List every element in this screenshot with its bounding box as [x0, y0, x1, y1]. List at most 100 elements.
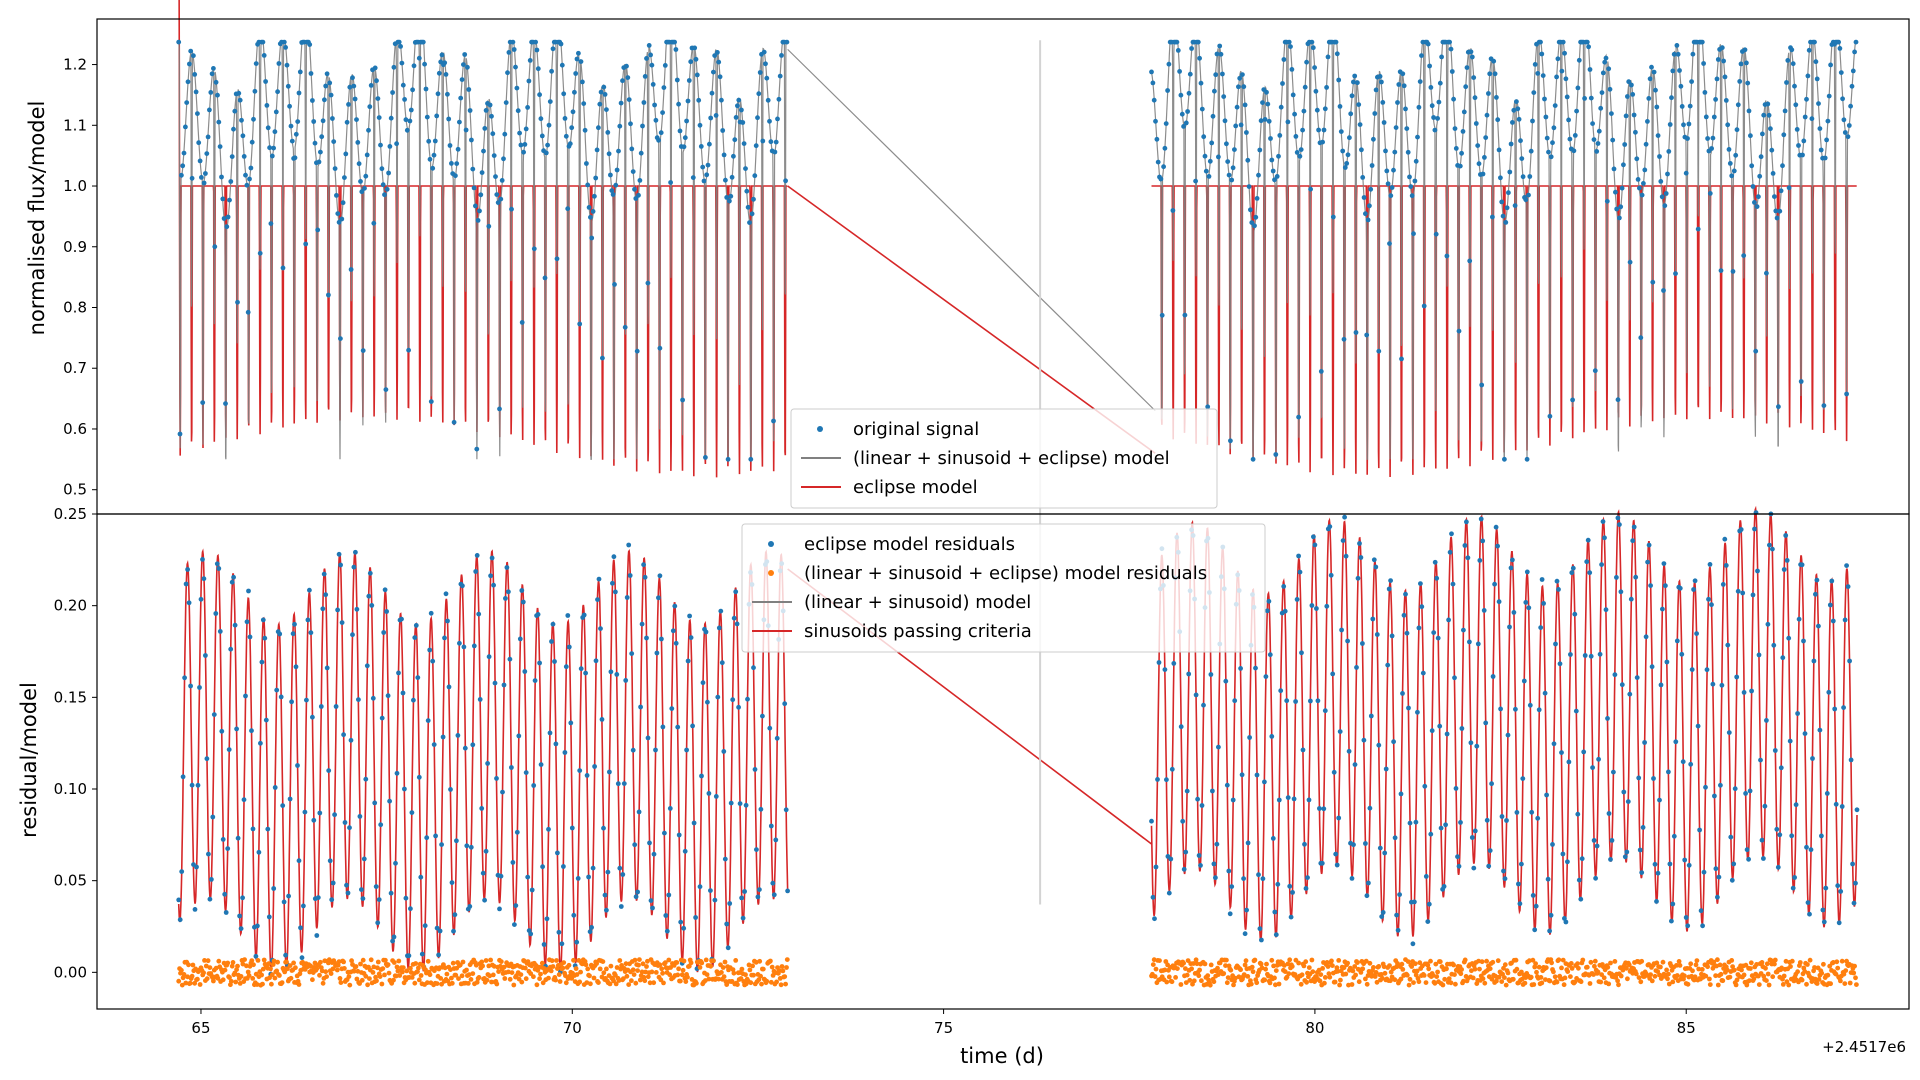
eclipse-residual-point	[1683, 915, 1689, 920]
original-signal-point	[188, 48, 194, 54]
original-signal-point	[1179, 111, 1185, 117]
full-residual-point	[1332, 979, 1338, 985]
eclipse-residual-point	[783, 807, 789, 813]
full-residual-point	[1727, 974, 1733, 980]
original-signal-point	[241, 154, 247, 159]
full-residual-point	[1748, 960, 1754, 966]
eclipse-residual-point	[1201, 702, 1206, 708]
original-signal-point	[350, 75, 355, 81]
original-signal-point	[491, 153, 497, 159]
eclipse-residual-point	[1244, 907, 1249, 913]
eclipse-residual-point	[189, 782, 195, 788]
original-signal-point	[184, 100, 190, 105]
eclipse-residual-point	[719, 660, 725, 666]
original-signal-point	[1432, 127, 1438, 133]
full-residual-point	[314, 966, 320, 972]
full-residual-point	[1404, 972, 1410, 978]
eclipse-residual-point	[1227, 911, 1233, 917]
eclipse-residual-point	[1449, 531, 1454, 537]
eclipse-residual-point	[200, 557, 205, 562]
eclipse-residual-point	[446, 684, 452, 690]
eclipse-residual-point	[1835, 883, 1841, 889]
original-signal-point	[685, 98, 691, 104]
full-residual-point	[225, 960, 231, 966]
eclipse-residual-point	[440, 734, 446, 740]
eclipse-residual-point	[1520, 776, 1526, 781]
original-signal-point	[625, 75, 631, 80]
original-signal-point	[1683, 170, 1689, 176]
full-residual-point	[1276, 981, 1282, 987]
full-residual-point	[427, 972, 433, 978]
full-residual-point	[746, 962, 752, 968]
original-signal-point	[1298, 147, 1304, 153]
full-residual-point	[1789, 958, 1795, 964]
original-signal-point	[1746, 108, 1752, 114]
eclipse-residual-point	[1269, 734, 1275, 739]
full-residual-point	[1416, 979, 1422, 985]
original-signal-point	[1265, 101, 1271, 107]
original-signal-point	[1594, 149, 1600, 154]
original-signal-point	[1264, 89, 1269, 95]
eclipse-residual-point	[1566, 759, 1572, 765]
full-residual-point	[697, 965, 703, 970]
eclipse-residual-point	[1382, 850, 1388, 856]
full-residual-point	[1250, 969, 1256, 975]
eclipse-residual-point	[1802, 731, 1808, 736]
original-signal-point	[1486, 91, 1491, 96]
eclipse-residual-point	[731, 615, 737, 621]
full-residual-point	[1440, 982, 1446, 988]
original-signal-point	[453, 173, 458, 179]
full-residual-point	[1310, 969, 1316, 975]
full-residual-point	[1211, 979, 1217, 985]
eclipse-residual-point	[517, 636, 523, 642]
original-signal-point	[1457, 163, 1463, 169]
original-signal-point	[1376, 348, 1382, 354]
eclipse-residual-point	[693, 915, 698, 920]
eclipse-residual-point	[315, 895, 321, 900]
eclipse-residual-point	[286, 893, 291, 899]
eclipse-residual-point	[1575, 811, 1581, 817]
original-signal-point	[1321, 127, 1327, 133]
eclipse-residual-point	[1278, 688, 1284, 694]
original-signal-point	[360, 348, 366, 353]
eclipse-residual-point	[409, 810, 415, 815]
eclipse-residual-point	[1241, 876, 1246, 881]
eclipse-residual-point	[1536, 707, 1542, 713]
original-signal-point	[656, 137, 661, 143]
full-residual-point	[647, 980, 653, 986]
eclipse-residual-point	[1260, 876, 1266, 882]
original-signal-point	[1333, 39, 1339, 45]
full-residual-point	[1852, 963, 1857, 969]
original-signal-point	[1492, 71, 1498, 77]
full-residual-point	[1231, 982, 1236, 988]
original-signal-point	[503, 100, 509, 105]
original-signal-point	[436, 70, 442, 76]
full-residual-point	[473, 962, 479, 968]
original-signal-point	[1268, 136, 1273, 141]
original-signal-point	[1189, 46, 1194, 51]
eclipse-residual-point	[516, 733, 522, 739]
full-residual-point	[269, 981, 274, 987]
original-signal-point	[487, 102, 493, 108]
original-signal-point	[1336, 77, 1342, 83]
original-signal-point	[570, 109, 576, 115]
eclipse-residual-point	[1504, 818, 1509, 823]
eclipse-residual-point	[1166, 890, 1172, 896]
original-signal-point	[698, 144, 704, 149]
original-signal-point	[692, 45, 698, 51]
full-residual-point	[680, 967, 686, 973]
original-signal-point	[1588, 95, 1594, 101]
original-signal-point	[1483, 135, 1489, 141]
full-residual-point	[1608, 960, 1613, 966]
full-residual-point	[1747, 978, 1752, 983]
original-signal-point	[1629, 82, 1634, 88]
eclipse-residual-point	[298, 925, 303, 931]
eclipse-residual-point	[1477, 558, 1483, 563]
eclipse-residual-point	[1545, 876, 1551, 882]
eclipse-residual-point	[583, 670, 588, 676]
original-signal-point	[1709, 146, 1714, 151]
eclipse-residual-point	[734, 621, 740, 627]
full-residual-point	[250, 976, 256, 981]
original-signal-point	[224, 224, 230, 230]
eclipse-residual-point	[1312, 542, 1318, 548]
